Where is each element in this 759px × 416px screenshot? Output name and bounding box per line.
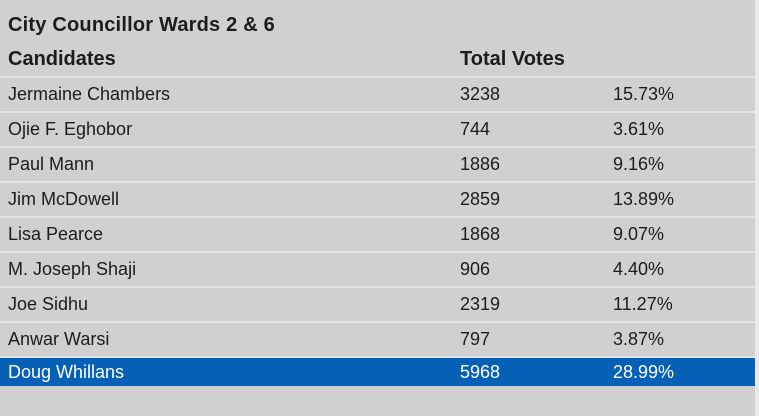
percent-cell: 9.16% (613, 154, 665, 174)
column-header-candidates[interactable]: Candidates (8, 47, 116, 70)
percent-cell: 28.99% (613, 361, 675, 382)
table-row[interactable]: Jim McDowell 2859 13.89% (0, 181, 755, 216)
votes-cell: 797 (460, 329, 491, 349)
column-header-total-votes[interactable]: Total Votes (460, 47, 565, 70)
percent-cell: 3.87% (613, 329, 665, 349)
table-row[interactable]: Paul Mann 1886 9.16% (0, 146, 755, 181)
results-table: Candidates Total Votes Jermaine Chambers… (0, 42, 755, 386)
candidate-cell: Jermaine Chambers (8, 84, 171, 104)
candidate-cell: Anwar Warsi (8, 329, 110, 349)
candidate-cell: Doug Whillans (8, 361, 125, 382)
candidate-cell: Ojie F. Eghobor (8, 119, 133, 139)
table-row[interactable]: Lisa Pearce 1868 9.07% (0, 216, 755, 251)
votes-cell: 744 (460, 119, 491, 139)
votes-cell: 1868 (460, 224, 501, 244)
candidate-cell: Lisa Pearce (8, 224, 104, 244)
percent-cell: 15.73% (613, 84, 675, 104)
votes-cell: 5968 (460, 361, 501, 382)
candidate-cell: Jim McDowell (8, 189, 120, 209)
votes-cell: 2319 (460, 294, 501, 314)
votes-cell: 1886 (460, 154, 501, 174)
table-row[interactable]: Jermaine Chambers 3238 15.73% (0, 76, 755, 111)
votes-cell: 906 (460, 259, 491, 279)
table-row-selected[interactable]: Doug Whillans 5968 28.99% (0, 356, 755, 386)
percent-cell: 11.27% (613, 294, 673, 314)
percent-cell: 4.40% (613, 259, 665, 279)
table-row[interactable]: Anwar Warsi 797 3.87% (0, 321, 755, 356)
table-row[interactable]: Ojie F. Eghobor 744 3.61% (0, 111, 755, 146)
candidate-cell: Joe Sidhu (8, 294, 89, 314)
votes-cell: 3238 (460, 84, 501, 104)
table-visual: City Councillor Wards 2 & 6 Candidates T… (0, 14, 755, 386)
right-edge-gutter (755, 0, 759, 416)
percent-cell: 13.89% (613, 189, 675, 209)
table-row[interactable]: M. Joseph Shaji 906 4.40% (0, 251, 755, 286)
candidate-cell: M. Joseph Shaji (8, 259, 137, 279)
table-body: Jermaine Chambers 3238 15.73% Ojie F. Eghob… (0, 76, 755, 386)
percent-cell: 9.07% (613, 224, 665, 244)
candidate-cell: Paul Mann (8, 154, 95, 174)
percent-cell: 3.61% (613, 119, 665, 139)
votes-cell: 2859 (460, 189, 501, 209)
table-row[interactable]: Joe Sidhu 2319 11.27% (0, 286, 755, 321)
visual-title: City Councillor Wards 2 & 6 (8, 14, 275, 36)
table-header-row: Candidates Total Votes (0, 42, 755, 76)
